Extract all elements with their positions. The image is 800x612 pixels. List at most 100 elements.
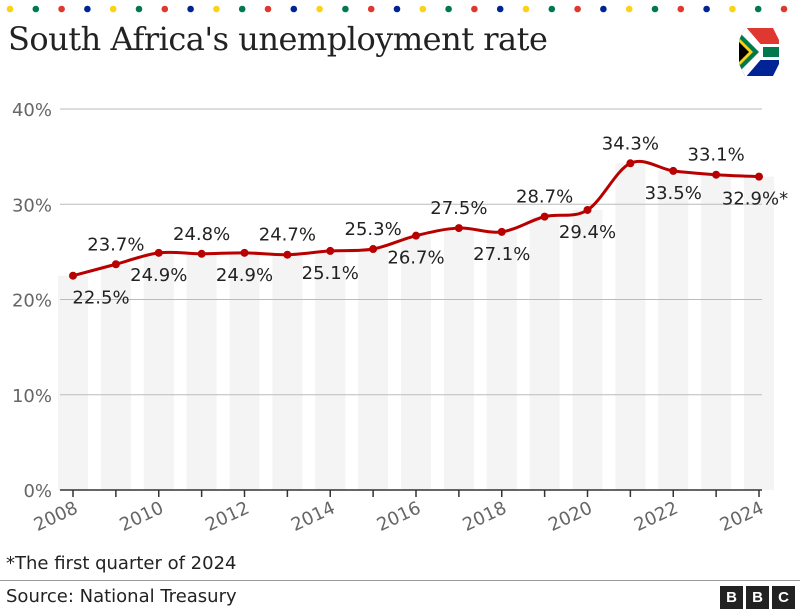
x-tick-label: 2024 xyxy=(717,497,767,535)
border-dot xyxy=(496,5,504,13)
data-point xyxy=(583,205,592,214)
data-label: 32.9%* xyxy=(722,189,788,210)
divider xyxy=(0,580,800,581)
background-bar xyxy=(229,252,260,490)
background-bar xyxy=(100,264,131,490)
bbc-logo-letter: C xyxy=(772,586,795,609)
data-point xyxy=(626,159,635,168)
data-point xyxy=(154,248,163,257)
border-dot xyxy=(109,5,117,13)
data-point xyxy=(69,271,77,280)
data-label: 27.1% xyxy=(473,244,530,265)
data-point xyxy=(669,166,678,175)
border-dot xyxy=(419,5,427,13)
data-label: 28.7% xyxy=(516,187,573,208)
border-dot xyxy=(754,5,762,13)
border-dot xyxy=(6,5,14,13)
x-tick-label: 2020 xyxy=(545,497,595,535)
border-dot xyxy=(161,5,169,13)
data-label: 22.5% xyxy=(72,288,129,309)
x-tick-label: 2022 xyxy=(631,497,681,535)
border-dot xyxy=(393,5,401,13)
background-bar xyxy=(529,216,560,490)
background-bar xyxy=(272,254,303,490)
border-dot xyxy=(342,5,349,13)
data-point xyxy=(497,227,506,236)
x-tick-label: 2016 xyxy=(374,497,424,535)
decorative-dot-border xyxy=(6,5,788,13)
bbc-logo-letter: B xyxy=(720,586,743,609)
background-bar xyxy=(658,170,689,490)
y-tick-label: 30% xyxy=(12,195,52,216)
background-bar xyxy=(186,253,217,490)
border-dot xyxy=(677,5,685,13)
data-label: 24.9% xyxy=(130,265,187,286)
data-label: 29.4% xyxy=(559,222,616,243)
data-label: 26.7% xyxy=(387,248,444,269)
background-bar xyxy=(572,209,603,490)
data-label: 25.3% xyxy=(345,219,402,240)
x-tick-label: 2008 xyxy=(31,497,81,535)
border-dot xyxy=(32,5,40,13)
border-dot xyxy=(780,5,788,13)
background-bar xyxy=(143,252,174,490)
y-tick-label: 10% xyxy=(12,386,52,407)
background-bar xyxy=(615,163,646,490)
data-point xyxy=(412,231,420,240)
background-bar xyxy=(701,174,732,490)
chart-title: South Africa's unemployment rate xyxy=(8,20,548,58)
x-tick-label: 2012 xyxy=(202,497,252,535)
data-point xyxy=(540,212,549,221)
border-dot xyxy=(238,5,246,13)
data-point xyxy=(111,260,120,269)
footnote: *The first quarter of 2024 xyxy=(6,553,237,574)
background-bar xyxy=(443,228,474,490)
border-dot xyxy=(316,5,323,13)
border-dot xyxy=(290,5,298,13)
bbc-logo: B B C xyxy=(720,586,795,609)
data-label: 34.3% xyxy=(602,133,659,154)
x-tick-label: 2014 xyxy=(288,497,338,535)
y-tick-label: 0% xyxy=(23,481,52,502)
border-dot xyxy=(135,5,143,13)
data-label: 24.8% xyxy=(173,224,230,245)
data-label: 33.5% xyxy=(645,183,702,204)
data-point xyxy=(326,246,335,255)
south-africa-flag-icon xyxy=(739,28,779,76)
border-dot xyxy=(703,5,710,13)
border-dot xyxy=(625,5,633,13)
border-dot xyxy=(213,5,220,13)
data-point xyxy=(712,170,721,179)
x-tick-label: 2018 xyxy=(459,497,509,535)
border-dot xyxy=(471,5,478,13)
data-label: 33.1% xyxy=(688,145,745,166)
y-tick-label: 40% xyxy=(12,100,52,121)
border-dot xyxy=(548,5,556,13)
bbc-logo-letter: B xyxy=(746,586,769,609)
data-point xyxy=(369,245,378,254)
border-dot xyxy=(84,5,91,13)
data-point xyxy=(240,248,249,257)
data-label: 24.9% xyxy=(216,265,273,286)
data-label: 25.1% xyxy=(302,263,359,284)
data-label: 27.5% xyxy=(430,198,487,219)
data-point xyxy=(197,249,206,258)
border-dot xyxy=(600,5,607,13)
border-dot xyxy=(187,5,194,13)
background-bar xyxy=(358,249,389,490)
data-point xyxy=(283,250,292,259)
background-bar xyxy=(315,250,346,490)
background-bar xyxy=(486,231,517,490)
source-note: Source: National Treasury xyxy=(6,586,237,607)
border-dot xyxy=(574,5,581,13)
data-label: 24.7% xyxy=(259,225,316,246)
y-tick-label: 20% xyxy=(12,291,52,312)
data-label: 23.7% xyxy=(87,234,144,255)
border-dot xyxy=(264,5,272,13)
border-dot xyxy=(367,5,375,13)
x-tick-label: 2010 xyxy=(116,497,166,535)
background-bar xyxy=(401,235,431,490)
background-bar xyxy=(744,176,774,490)
border-dot xyxy=(729,5,736,13)
border-dot xyxy=(651,5,659,13)
